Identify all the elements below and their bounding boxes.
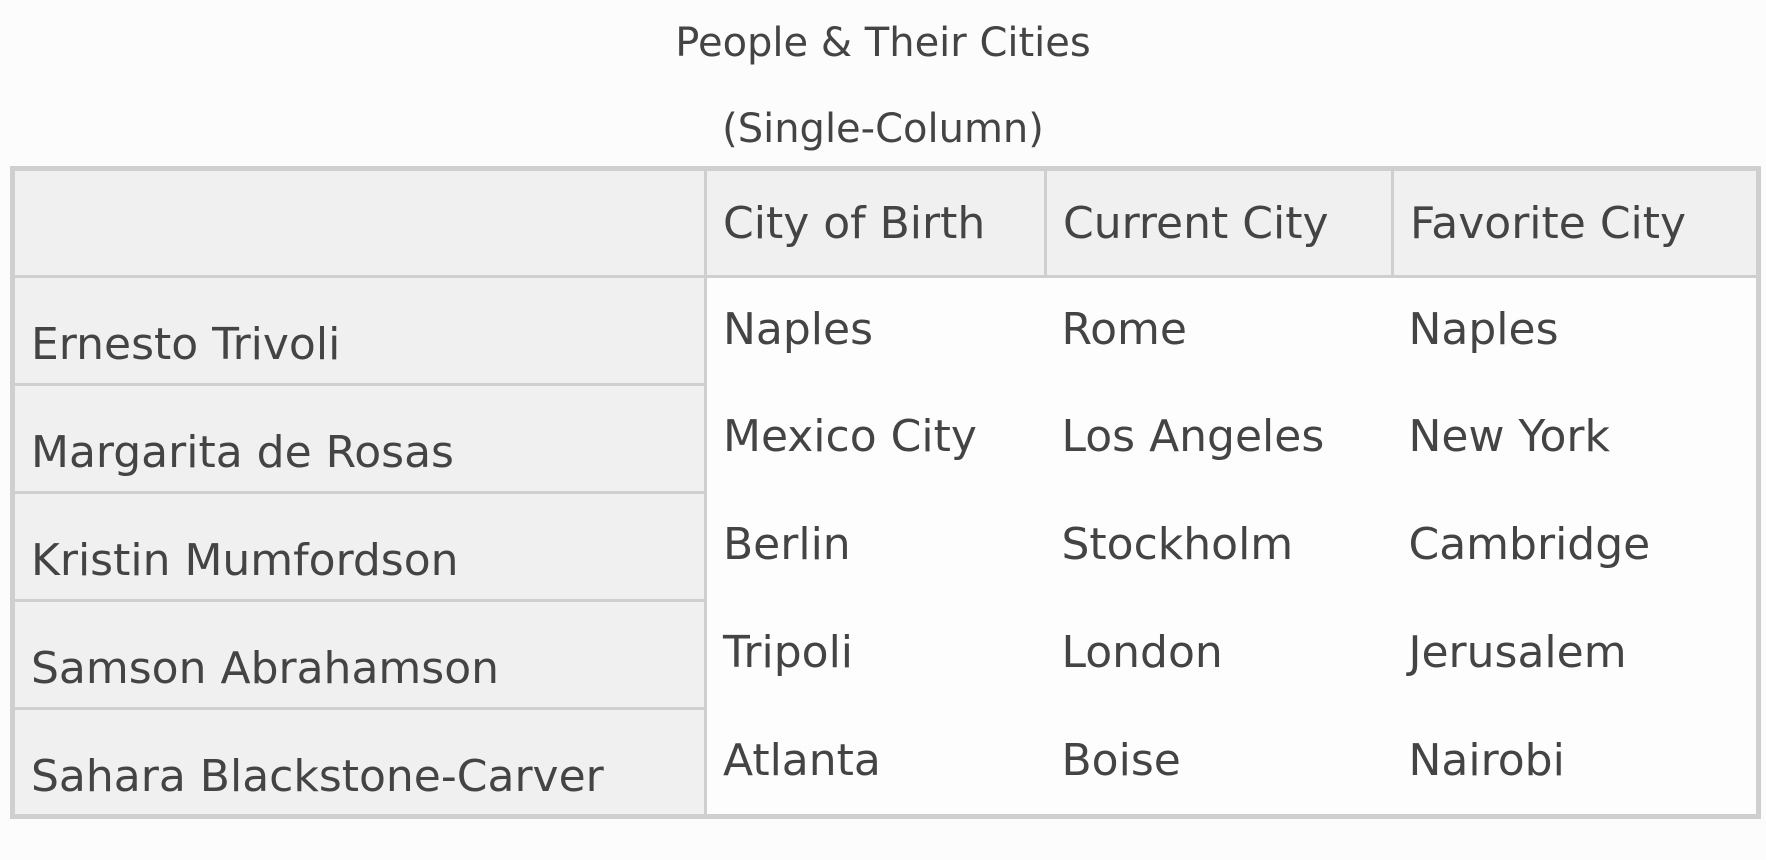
cell-favorite-city: New York: [1393, 385, 1759, 493]
caption-subtitle: (Single-Column): [0, 86, 1766, 172]
people-cities-table: City of Birth Current City Favorite City…: [10, 166, 1761, 819]
cell-current-city: London: [1046, 601, 1393, 709]
cell-city-of-birth: Naples: [706, 277, 1046, 385]
cell-current-city: Boise: [1046, 709, 1393, 817]
table-row: Kristin Mumfordson Berlin Stockholm Camb…: [13, 493, 1759, 601]
cell-city-of-birth: Berlin: [706, 493, 1046, 601]
cell-favorite-city: Nairobi: [1393, 709, 1759, 817]
table-row: Margarita de Rosas Mexico City Los Angel…: [13, 385, 1759, 493]
header-row: City of Birth Current City Favorite City: [13, 169, 1759, 277]
cell-current-city: Los Angeles: [1046, 385, 1393, 493]
cell-current-city: Rome: [1046, 277, 1393, 385]
column-header-city-of-birth: City of Birth: [706, 169, 1046, 277]
cell-city-of-birth: Atlanta: [706, 709, 1046, 817]
row-header-name: Sahara Blackstone-Carver: [13, 709, 706, 817]
column-header-favorite-city: Favorite City: [1393, 169, 1759, 277]
column-header-current-city: Current City: [1046, 169, 1393, 277]
table-row: Sahara Blackstone-Carver Atlanta Boise N…: [13, 709, 1759, 817]
cell-favorite-city: Cambridge: [1393, 493, 1759, 601]
cell-favorite-city: Naples: [1393, 277, 1759, 385]
row-header-name: Ernesto Trivoli: [13, 277, 706, 385]
row-header-name: Samson Abrahamson: [13, 601, 706, 709]
table-caption: People & Their Cities (Single-Column): [0, 0, 1766, 172]
row-header-name: Kristin Mumfordson: [13, 493, 706, 601]
corner-header-cell: [13, 169, 706, 277]
cell-city-of-birth: Mexico City: [706, 385, 1046, 493]
table-row: Samson Abrahamson Tripoli London Jerusal…: [13, 601, 1759, 709]
cell-city-of-birth: Tripoli: [706, 601, 1046, 709]
cell-favorite-city: Jerusalem: [1393, 601, 1759, 709]
caption-title: People & Their Cities: [0, 0, 1766, 86]
cell-current-city: Stockholm: [1046, 493, 1393, 601]
table-row: Ernesto Trivoli Naples Rome Naples: [13, 277, 1759, 385]
row-header-name: Margarita de Rosas: [13, 385, 706, 493]
